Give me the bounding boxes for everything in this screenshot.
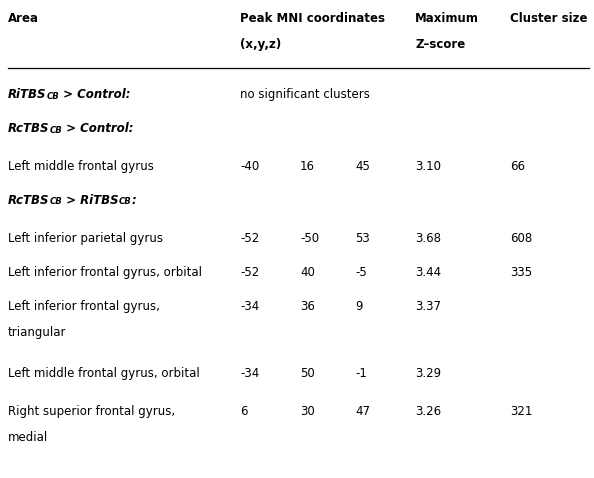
Text: -34: -34 — [240, 367, 259, 380]
Text: 50: 50 — [300, 367, 315, 380]
Text: Left inferior parietal gyrus: Left inferior parietal gyrus — [8, 232, 163, 245]
Text: 47: 47 — [355, 405, 370, 418]
Text: CB: CB — [49, 197, 62, 206]
Text: CB: CB — [119, 197, 132, 206]
Text: > Control:: > Control: — [62, 122, 134, 135]
Text: 608: 608 — [510, 232, 532, 245]
Text: RiTBS: RiTBS — [8, 88, 46, 101]
Text: 3.68: 3.68 — [415, 232, 441, 245]
Text: 3.44: 3.44 — [415, 266, 441, 279]
Text: Left middle frontal gyrus: Left middle frontal gyrus — [8, 160, 154, 173]
Text: :: : — [132, 194, 137, 207]
Text: 321: 321 — [510, 405, 532, 418]
Text: 6: 6 — [240, 405, 248, 418]
Text: 45: 45 — [355, 160, 370, 173]
Text: 3.10: 3.10 — [415, 160, 441, 173]
Text: CB: CB — [46, 91, 59, 100]
Text: 3.26: 3.26 — [415, 405, 441, 418]
Text: CB: CB — [49, 126, 62, 134]
Text: -40: -40 — [240, 160, 259, 173]
Text: no significant clusters: no significant clusters — [240, 88, 370, 101]
Text: Left middle frontal gyrus, orbital: Left middle frontal gyrus, orbital — [8, 367, 200, 380]
Text: -50: -50 — [300, 232, 319, 245]
Text: 16: 16 — [300, 160, 315, 173]
Text: 36: 36 — [300, 300, 315, 313]
Text: RcTBS: RcTBS — [8, 194, 49, 207]
Text: Right superior frontal gyrus,: Right superior frontal gyrus, — [8, 405, 175, 418]
Text: -5: -5 — [355, 266, 366, 279]
Text: -34: -34 — [240, 300, 259, 313]
Text: -52: -52 — [240, 266, 259, 279]
Text: 335: 335 — [510, 266, 532, 279]
Text: > RiTBS: > RiTBS — [62, 194, 119, 207]
Text: Peak MNI coordinates: Peak MNI coordinates — [240, 12, 385, 25]
Text: (x,y,z): (x,y,z) — [240, 38, 281, 51]
Text: 40: 40 — [300, 266, 315, 279]
Text: Z–score: Z–score — [415, 38, 465, 51]
Text: 9: 9 — [355, 300, 362, 313]
Text: RcTBS: RcTBS — [8, 122, 49, 135]
Text: Area: Area — [8, 12, 39, 25]
Text: > Control:: > Control: — [59, 88, 131, 101]
Text: Left inferior frontal gyrus,: Left inferior frontal gyrus, — [8, 300, 160, 313]
Text: -1: -1 — [355, 367, 367, 380]
Text: Maximum: Maximum — [415, 12, 479, 25]
Text: triangular: triangular — [8, 326, 67, 339]
Text: 53: 53 — [355, 232, 369, 245]
Text: -52: -52 — [240, 232, 259, 245]
Text: 30: 30 — [300, 405, 315, 418]
Text: 3.37: 3.37 — [415, 300, 441, 313]
Text: medial: medial — [8, 431, 48, 444]
Text: Left inferior frontal gyrus, orbital: Left inferior frontal gyrus, orbital — [8, 266, 202, 279]
Text: 66: 66 — [510, 160, 525, 173]
Text: 3.29: 3.29 — [415, 367, 441, 380]
Text: Cluster size: Cluster size — [510, 12, 587, 25]
